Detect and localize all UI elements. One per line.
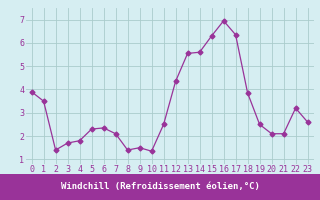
Text: Windchill (Refroidissement éolien,°C): Windchill (Refroidissement éolien,°C) bbox=[60, 182, 260, 192]
